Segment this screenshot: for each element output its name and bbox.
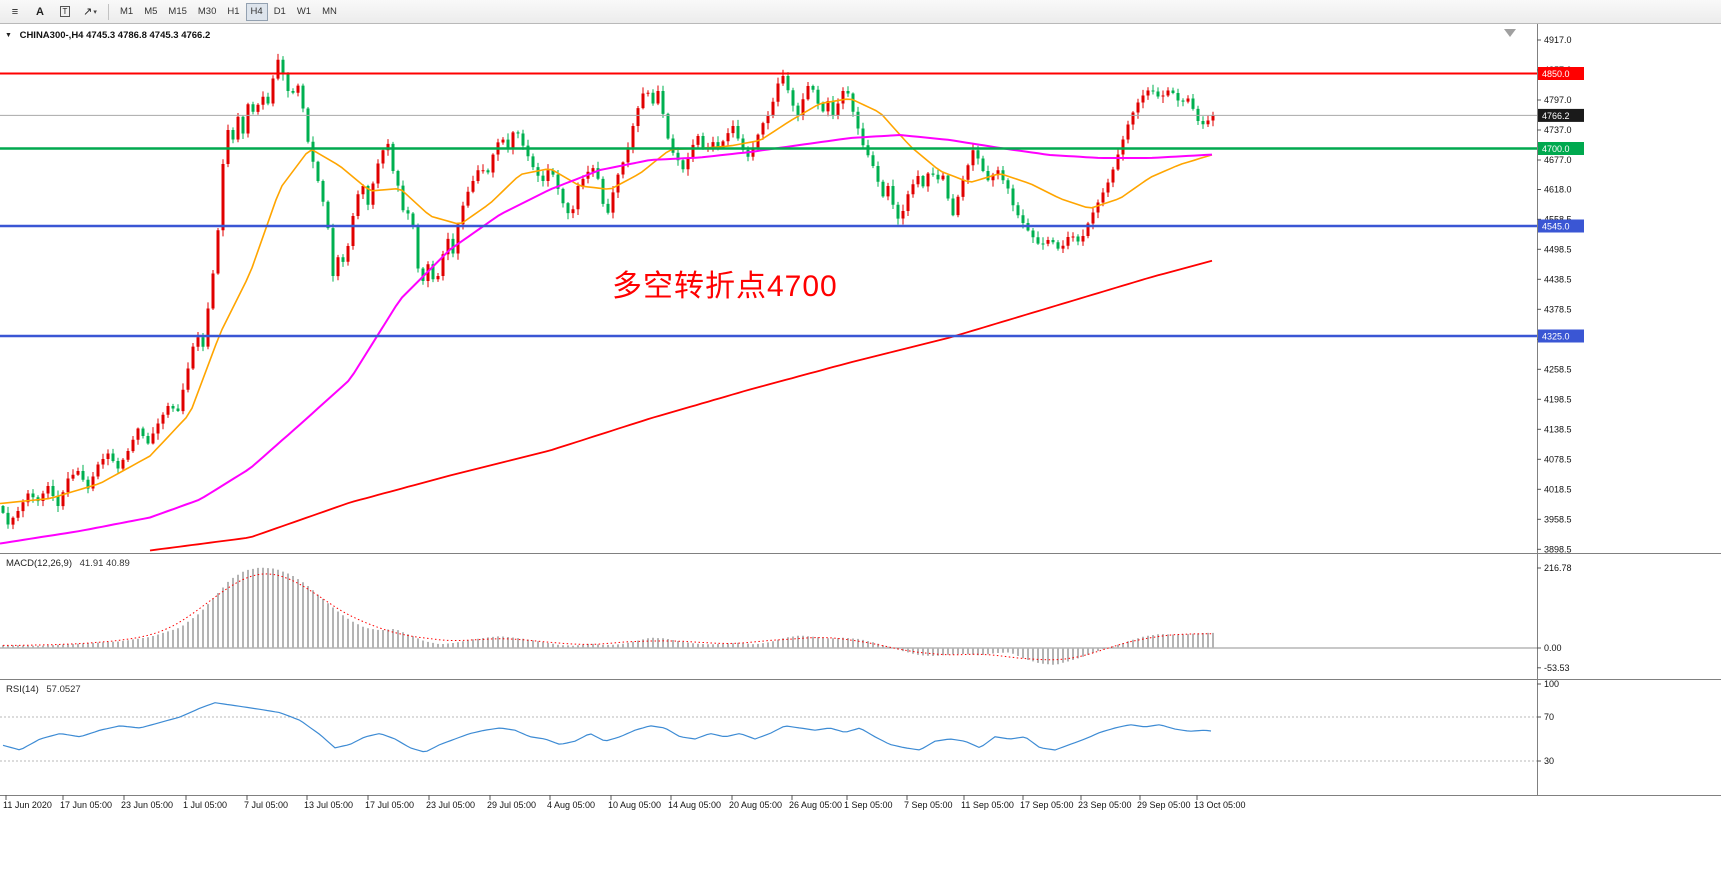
level-price-label: 4850.0 (1538, 67, 1584, 80)
ma-medium-line (0, 134, 1213, 545)
macd-signal-line (3, 573, 1214, 661)
level-price-label-text: 4545.0 (1542, 222, 1570, 232)
time-tick-label: 29 Jul 05:00 (487, 800, 536, 810)
price-tick-label: 3898.5 (1544, 544, 1572, 554)
arrow-tool-icon: ↗ (83, 6, 93, 18)
current-price-label-text: 4766.2 (1542, 111, 1570, 121)
time-tick-label: 7 Sep 05:00 (904, 800, 953, 810)
macd-histogram (2, 567, 1214, 665)
level-price-label-text: 4700.0 (1542, 144, 1570, 154)
level-price-label-box (1538, 67, 1584, 80)
chart-list-icon: ≡ (11, 5, 19, 18)
time-tick-label: 17 Sep 05:00 (1020, 800, 1074, 810)
chart-annotation[interactable]: 多空转折点4700 (612, 270, 838, 303)
time-tick-label: 20 Aug 05:00 (729, 800, 782, 810)
time-tick-label: 17 Jun 05:00 (60, 800, 112, 810)
rsi-tick-label: 70 (1544, 712, 1554, 722)
time-tick-label: 13 Oct 05:00 (1194, 800, 1246, 810)
time-tick-label: 10 Aug 05:00 (608, 800, 661, 810)
price-tick-label: 4677.0 (1544, 155, 1572, 165)
text-box-icon: T (59, 6, 71, 17)
timeframe-button-d1[interactable]: D1 (269, 3, 291, 21)
time-tick-label: 14 Aug 05:00 (668, 800, 721, 810)
time-tick-label: 26 Aug 05:00 (789, 800, 842, 810)
time-tick-label: 23 Sep 05:00 (1078, 800, 1132, 810)
time-tick-label: 11 Jun 2020 (3, 800, 52, 810)
level-price-label-text: 4850.0 (1542, 69, 1570, 79)
candles (1, 53, 1215, 530)
level-price-label-box (1538, 142, 1584, 155)
price-tick-label: 4138.5 (1544, 424, 1572, 434)
ma-fast-line (0, 98, 1213, 505)
price-tick-label: 4917.0 (1544, 35, 1572, 45)
toolbar-separator (108, 3, 109, 20)
time-tick-label: 1 Sep 05:00 (844, 800, 893, 810)
level-price-label: 4325.0 (1538, 329, 1584, 343)
arrow-tools-button[interactable]: ↗ ▾ (78, 2, 102, 22)
price-tick-label: 4078.5 (1544, 454, 1572, 464)
chart-list-button[interactable]: ≡ (3, 2, 27, 22)
level-price-label: 4700.0 (1538, 142, 1584, 155)
price-tick-label: 4618.0 (1544, 185, 1572, 195)
price-tick-label: 4797.0 (1544, 95, 1572, 105)
timeframe-button-m30[interactable]: M30 (193, 3, 221, 21)
chevron-down-icon: ▾ (93, 8, 97, 16)
rsi-tick-label: 100 (1544, 679, 1559, 689)
time-tick-label: 13 Jul 05:00 (304, 800, 353, 810)
timeframe-button-m1[interactable]: M1 (115, 3, 138, 21)
time-tick-label: 29 Sep 05:00 (1137, 800, 1191, 810)
macd-tick-label: 216.78 (1544, 563, 1572, 573)
timeframe-button-h4[interactable]: H4 (245, 2, 268, 21)
current-price-label: 4766.2 (1538, 108, 1584, 122)
text-label-tool-button[interactable]: A (28, 2, 52, 22)
timeframe-button-m15[interactable]: M15 (163, 3, 191, 21)
down-candle-wicks (2, 56, 1204, 529)
time-tick-label: 17 Jul 05:00 (365, 800, 414, 810)
time-tick-label: 23 Jun 05:00 (121, 800, 173, 810)
price-tick-label: 4378.5 (1544, 304, 1572, 314)
rsi-tick-label: 30 (1544, 756, 1554, 766)
chart-canvas[interactable]: 4917.04857.04797.04737.04677.04618.04558… (0, 24, 1721, 895)
level-price-label: 4545.0 (1538, 219, 1584, 233)
horizontal-level-lines (0, 72, 1537, 338)
time-axis[interactable]: 11 Jun 2020 17 Jun 05:00 23 Jun 05:00 1 Jul… (3, 795, 1246, 810)
text-box-tool-button[interactable]: T (53, 2, 77, 22)
time-tick-label: 1 Jul 05:00 (183, 800, 227, 810)
price-tick-label: 4737.0 (1544, 125, 1572, 135)
time-tick-label: 4 Aug 05:00 (547, 800, 595, 810)
current-price-label-box (1538, 108, 1584, 122)
time-tick-label: 23 Jul 05:00 (426, 800, 475, 810)
ma-slow-line (149, 259, 1213, 552)
price-tick-label: 3958.5 (1544, 514, 1572, 524)
price-tick-label: 4198.5 (1544, 394, 1572, 404)
down-candle-bodies (1, 59, 1205, 525)
price-tick-label: 4498.5 (1544, 244, 1572, 254)
timeframe-button-mn[interactable]: MN (317, 3, 342, 21)
price-tick-label: 4018.5 (1544, 484, 1572, 494)
toolbar: ≡ A T ↗ ▾ M1 M5 M15 M30 H1 H4 D1 W1 MN (0, 0, 1721, 24)
chart-shift-marker[interactable] (1504, 29, 1516, 37)
level-price-label-text: 4325.0 (1542, 332, 1570, 342)
level-price-label-box (1538, 329, 1584, 343)
timeframe-button-w1[interactable]: W1 (292, 3, 316, 21)
macd-tick-label: -53.53 (1544, 663, 1570, 673)
rsi-line (2, 702, 1212, 753)
timeframe-button-m5[interactable]: M5 (139, 3, 162, 21)
macd-tick-label: 0.00 (1544, 643, 1562, 653)
price-tick-label: 4438.5 (1544, 274, 1572, 284)
price-tick-label: 4258.5 (1544, 364, 1572, 374)
time-tick-label: 7 Jul 05:00 (244, 800, 288, 810)
price-tick-label: 4558.5 (1544, 214, 1572, 224)
time-tick-label: 11 Sep 05:00 (961, 800, 1014, 810)
text-label-icon: A (36, 5, 44, 18)
timeframe-button-h1[interactable]: H1 (222, 3, 244, 21)
level-price-label-box (1538, 219, 1584, 233)
